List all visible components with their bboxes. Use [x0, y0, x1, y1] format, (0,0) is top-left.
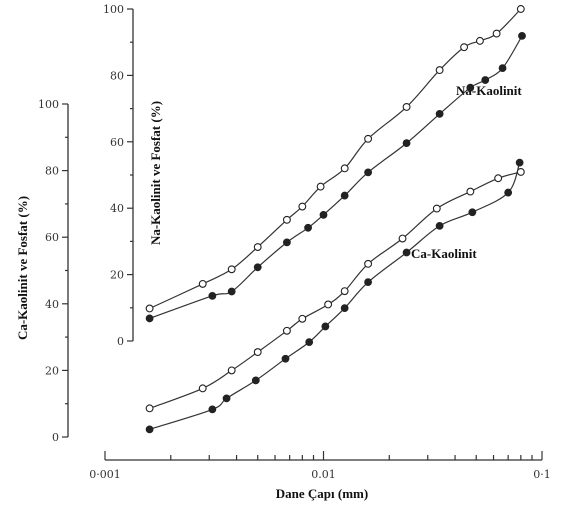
na-filled-data-point — [518, 31, 526, 40]
ca-filled-data-point — [281, 354, 290, 363]
na-filled-data-point — [304, 223, 312, 232]
ca-open-data-point — [516, 167, 525, 176]
ca-panel: Ca-Kaolinit ve Fosfat (%) Ca-Kaolinit 0 2… — [15, 98, 477, 444]
ca-y-tick-label: 40 — [45, 298, 59, 311]
na-open-series-line — [149, 8, 522, 310]
ca-filled-data-point — [251, 376, 260, 385]
na-filled-data-point — [145, 314, 154, 323]
ca-filled-data-point — [364, 278, 373, 287]
ca-open-data-point — [198, 384, 207, 393]
na-filled-data-point — [227, 287, 236, 296]
na-y-tick-label: 80 — [110, 69, 124, 82]
na-panel: Na-Kaolinit ve Fosfat (%) Na-Kaolinit 02… — [103, 3, 522, 348]
na-filled-data-point — [435, 110, 444, 118]
ca-filled-data-point — [504, 188, 513, 197]
na-open-data-point — [298, 202, 307, 211]
na-open-data-point — [253, 243, 262, 251]
ca-y-tick-label: 80 — [45, 165, 59, 178]
ca-filled-data-point — [305, 338, 314, 346]
na-open-data-point — [516, 5, 525, 13]
ca-y-axis-title: Ca-Kaolinit ve Fosfat (%) — [15, 196, 30, 340]
na-open-data-point — [364, 134, 373, 143]
x-tick-label: 0.01 — [311, 468, 336, 481]
na-filled-data-point — [283, 238, 291, 247]
ca-filled-data-point — [402, 248, 411, 257]
ca-open-data-point — [145, 404, 154, 413]
ca-open-data-point — [432, 204, 441, 213]
na-open-data-point — [316, 182, 325, 191]
x-axis: Dane Çapı (mm) 0·001 0.01 0·1 — [89, 451, 551, 501]
ca-filled-data-point — [321, 322, 330, 331]
ca-open-data-point — [466, 187, 475, 196]
na-filled-data-point — [319, 210, 328, 219]
ca-filled-data-point — [515, 158, 524, 167]
ca-open-data-point — [253, 348, 262, 357]
na-open-data-point — [227, 265, 236, 274]
ca-series-label: Ca-Kaolinit — [411, 246, 477, 261]
ca-open-data-point — [364, 259, 373, 268]
ca-filled-data-point — [208, 405, 217, 414]
ca-open-data-point — [398, 234, 407, 243]
ca-filled-data-point — [145, 425, 154, 434]
chart-marks — [145, 5, 526, 434]
na-open-data-point — [340, 164, 349, 173]
na-filled-data-point — [466, 83, 475, 92]
na-open-data-point — [282, 215, 291, 224]
ca-open-data-point — [494, 174, 503, 183]
ca-filled-data-point — [468, 208, 477, 217]
ca-open-series-line — [149, 171, 521, 409]
na-filled-data-point — [364, 168, 373, 177]
na-open-data-point — [198, 279, 207, 288]
ca-open-data-point — [324, 300, 333, 309]
na-filled-data-point — [402, 139, 411, 148]
x-tick-label: 0·001 — [89, 468, 121, 481]
na-y-tick-label: 20 — [110, 269, 124, 282]
ca-y-tick-label: 60 — [45, 231, 59, 244]
na-filled-data-point — [340, 191, 349, 200]
ca-y-tick-label: 100 — [38, 98, 59, 111]
ca-open-data-point — [227, 366, 236, 375]
na-open-data-point — [145, 304, 154, 313]
na-y-tick-label: 0 — [117, 335, 124, 348]
na-open-data-point — [460, 43, 469, 52]
x-tick-label: 0·1 — [533, 468, 551, 481]
ca-y-tick-label: 20 — [45, 364, 59, 377]
na-filled-data-point — [481, 76, 490, 84]
na-y-axis-title: Na-Kaolinit ve Fosfat (%) — [148, 101, 163, 245]
na-y-tick-label: 60 — [110, 136, 124, 149]
ca-y-tick-label: 0 — [52, 431, 59, 444]
na-y-tick-label: 100 — [103, 3, 124, 16]
na-filled-data-point — [253, 263, 262, 272]
ca-filled-data-point — [435, 221, 444, 230]
na-open-data-point — [475, 36, 484, 45]
na-filled-data-point — [208, 291, 217, 300]
ca-filled-data-point — [340, 304, 349, 313]
ca-filled-data-point — [222, 394, 231, 403]
na-open-data-point — [492, 29, 501, 38]
na-filled-series-line — [149, 35, 523, 319]
ca-open-data-point — [340, 287, 349, 296]
na-open-data-point — [402, 102, 411, 111]
ca-open-data-point — [298, 314, 307, 323]
na-filled-data-point — [498, 64, 507, 72]
ca-open-data-point — [282, 326, 291, 335]
x-axis-title: Dane Çapı (mm) — [276, 486, 368, 501]
na-y-tick-label: 40 — [110, 202, 124, 215]
na-open-data-point — [435, 66, 444, 75]
